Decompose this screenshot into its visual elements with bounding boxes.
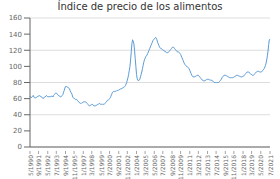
svg-text:100: 100 — [9, 63, 22, 71]
svg-text:20: 20 — [13, 127, 22, 135]
svg-text:9/1991: 9/1991 — [35, 155, 42, 176]
svg-text:7/2014: 7/2014 — [213, 155, 220, 176]
svg-text:1/1997: 1/1997 — [80, 155, 87, 176]
svg-text:11/2009: 11/2009 — [177, 155, 184, 179]
svg-text:7/1993: 7/1993 — [53, 155, 60, 176]
html-text:Índice de precio de los alimen: Índice de precio de los alimentos — [57, 1, 223, 12]
svg-text:9/1994: 9/1994 — [62, 155, 69, 176]
svg-text:11/1995: 11/1995 — [71, 155, 78, 179]
svg-text:5/2020: 5/2020 — [257, 155, 264, 176]
svg-text:1/2011: 1/2011 — [186, 155, 193, 176]
svg-text:140: 140 — [9, 31, 22, 39]
svg-text:11/2016: 11/2016 — [230, 155, 237, 179]
svg-text:5/1990: 5/1990 — [27, 155, 34, 176]
svg-text:3/2012: 3/2012 — [195, 155, 202, 176]
svg-text:5/2006: 5/2006 — [151, 155, 158, 176]
svg-text:9/2008: 9/2008 — [169, 155, 176, 176]
svg-text:5/2013: 5/2013 — [204, 155, 211, 176]
svg-text:7/2000: 7/2000 — [106, 155, 113, 176]
svg-text:160: 160 — [9, 14, 22, 22]
svg-text:120: 120 — [9, 47, 22, 55]
svg-text:3/2005: 3/2005 — [142, 155, 149, 176]
svg-text:60: 60 — [13, 95, 22, 103]
svg-text:1/2018: 1/2018 — [240, 155, 247, 176]
svg-text:80: 80 — [13, 79, 22, 87]
svg-text:9/2001: 9/2001 — [115, 155, 122, 176]
svg-text:1/2004: 1/2004 — [133, 155, 140, 176]
svg-text:5/1992: 5/1992 — [44, 155, 51, 176]
svg-text:7/2007: 7/2007 — [159, 155, 166, 176]
svg-text:5/1999: 5/1999 — [98, 155, 105, 176]
svg-text:40: 40 — [13, 111, 22, 119]
svg-text:0: 0 — [18, 143, 22, 151]
svg-text:11/2002: 11/2002 — [124, 155, 131, 179]
svg-text:7/2021: 7/2021 — [267, 155, 273, 176]
svg-text:3/2019: 3/2019 — [248, 155, 255, 176]
svg-text:9/2015: 9/2015 — [222, 155, 229, 176]
svg-text:3/1998: 3/1998 — [88, 155, 95, 176]
